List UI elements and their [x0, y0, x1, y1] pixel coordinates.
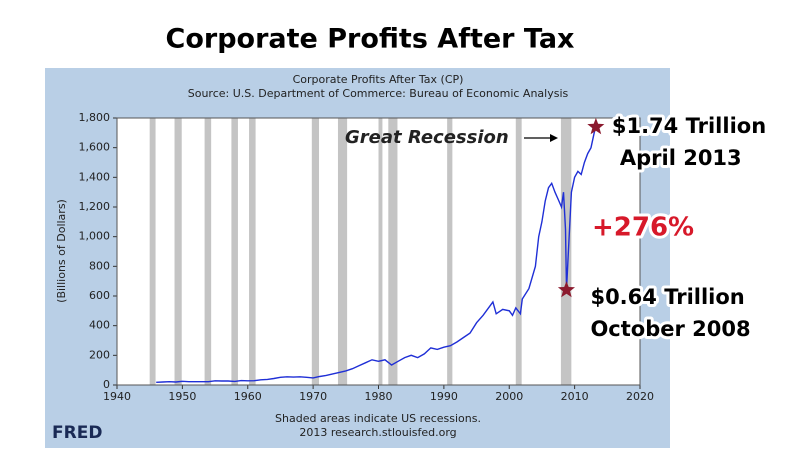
y-tick-label: 1,600 — [79, 141, 111, 154]
recession-band — [311, 118, 320, 385]
recession-band — [388, 118, 398, 385]
highlight-star — [587, 117, 605, 135]
y-axis-label: (Billions of Dollars) — [55, 199, 68, 303]
footer: 2013 research.stlouisfed.org — [299, 426, 456, 439]
recession-band — [249, 118, 256, 385]
highlight-star — [557, 281, 575, 298]
arrow-head — [550, 134, 558, 142]
recession-band — [149, 118, 156, 385]
chart-title: Corporate Profits After Tax (CP) — [293, 73, 464, 86]
x-tick-label: 1970 — [299, 390, 327, 403]
x-tick-label: 2020 — [626, 390, 654, 403]
y-tick-label: 1,400 — [79, 170, 111, 183]
logo: FRED — [52, 423, 102, 443]
y-tick-label: 600 — [89, 289, 110, 302]
recession-band — [447, 118, 453, 385]
y-tick-label: 1,800 — [79, 111, 111, 124]
highlight-label: $1.74 Trillion — [612, 114, 766, 138]
recession-band — [204, 118, 212, 385]
x-tick-label: 2000 — [495, 390, 523, 403]
y-tick-label: 800 — [89, 259, 110, 272]
x-tick-label: 2010 — [561, 390, 589, 403]
y-tick-label: 400 — [89, 319, 110, 332]
recession-band — [378, 118, 383, 385]
highlight-date: April 2013 — [620, 146, 742, 170]
recession-band — [231, 118, 238, 385]
y-tick-label: 200 — [89, 348, 110, 361]
highlight-label: $0.64 Trillion — [590, 285, 744, 309]
footer: Shaded areas indicate US recessions. — [275, 412, 481, 425]
annotation: Great Recession — [345, 127, 509, 148]
recession-band — [515, 118, 522, 385]
page-title: Corporate Profits After Tax — [166, 24, 575, 55]
y-tick-label: 1,000 — [79, 230, 111, 243]
plot-frame — [116, 117, 641, 386]
y-tick-label: 0 — [103, 378, 110, 391]
x-tick-label: 1980 — [365, 390, 393, 403]
x-tick-label: 1960 — [234, 390, 262, 403]
recession-band — [174, 118, 182, 385]
line — [156, 126, 597, 383]
x-tick-label: 1950 — [168, 390, 196, 403]
x-tick-label: 1990 — [430, 390, 458, 403]
recession-band — [337, 118, 348, 385]
change-label: +276% — [592, 213, 694, 243]
highlight-date: October 2008 — [590, 317, 750, 341]
chart-subtitle: Source: U.S. Department of Commerce: Bur… — [188, 87, 569, 100]
y-tick-label: 1,200 — [79, 200, 111, 213]
x-tick-label: 1940 — [103, 390, 131, 403]
